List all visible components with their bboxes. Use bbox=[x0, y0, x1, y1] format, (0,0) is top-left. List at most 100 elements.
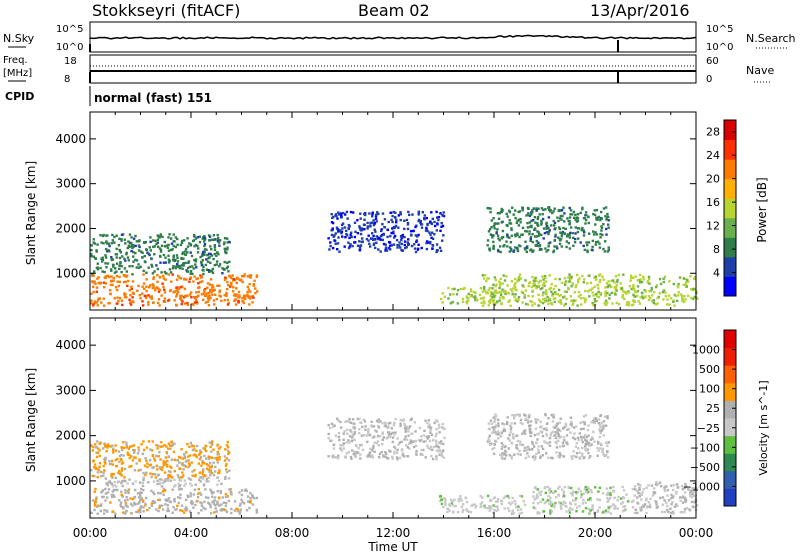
echo-cell bbox=[359, 217, 362, 220]
echo-cell bbox=[508, 210, 512, 214]
echo-cell bbox=[556, 247, 559, 250]
echo-cell bbox=[348, 225, 351, 228]
echo-cell bbox=[199, 456, 203, 459]
echo-cell bbox=[550, 283, 553, 286]
echo-cell bbox=[596, 292, 599, 295]
echo-cell bbox=[636, 511, 639, 515]
echo-cell bbox=[503, 445, 506, 449]
echo-cell bbox=[584, 218, 588, 222]
echo-cell bbox=[181, 252, 184, 256]
echo-cell bbox=[390, 244, 394, 247]
echo-cell bbox=[509, 246, 512, 249]
echo-cell bbox=[216, 238, 220, 241]
echo-cell bbox=[328, 426, 332, 430]
echo-cell bbox=[382, 242, 386, 246]
echo-cell bbox=[92, 460, 95, 463]
echo-cell bbox=[469, 510, 473, 514]
echo-cell bbox=[411, 213, 414, 216]
echo-cell bbox=[347, 246, 351, 250]
echo-cell bbox=[615, 280, 619, 283]
echo-cell bbox=[545, 250, 548, 253]
echo-cell bbox=[120, 233, 124, 236]
echo-cell bbox=[552, 414, 556, 417]
echo-cell bbox=[99, 441, 102, 444]
echo-cell bbox=[342, 442, 345, 445]
echo-cell bbox=[597, 442, 600, 445]
echo-cell bbox=[447, 503, 451, 506]
echo-cell bbox=[418, 426, 422, 430]
echo-cell bbox=[529, 428, 532, 431]
echo-cell bbox=[503, 457, 507, 460]
echo-cell bbox=[363, 218, 366, 221]
echo-cell bbox=[601, 427, 604, 430]
echo-cell bbox=[439, 297, 443, 301]
echo-cell bbox=[226, 298, 229, 302]
echo-cell bbox=[227, 477, 231, 480]
echo-cell bbox=[186, 442, 189, 446]
echo-cell bbox=[656, 505, 659, 508]
echo-cell bbox=[167, 474, 170, 477]
echo-cell bbox=[459, 495, 462, 498]
echo-cell bbox=[192, 445, 196, 448]
echo-cell bbox=[341, 222, 345, 225]
echo-cell bbox=[544, 247, 547, 250]
echo-cell bbox=[569, 492, 573, 495]
echo-cell bbox=[509, 431, 512, 434]
echo-cell bbox=[494, 278, 497, 282]
echo-cell bbox=[525, 246, 528, 249]
echo-cell bbox=[372, 444, 375, 448]
echo-cell bbox=[375, 419, 379, 423]
echo-cell bbox=[328, 248, 331, 251]
echo-cell bbox=[186, 301, 189, 305]
echo-cell bbox=[350, 231, 353, 234]
echo-cell bbox=[516, 508, 520, 512]
echo-cell bbox=[213, 246, 217, 249]
echo-cell bbox=[124, 293, 127, 296]
echo-cell bbox=[361, 240, 364, 243]
echo-cell bbox=[152, 276, 155, 279]
echo-cell bbox=[118, 264, 121, 267]
echo-cell bbox=[513, 417, 516, 420]
echo-cell bbox=[682, 283, 685, 286]
echo-cell bbox=[204, 496, 208, 499]
echo-cell bbox=[178, 461, 181, 464]
echo-cell bbox=[693, 494, 696, 498]
echo-cell bbox=[397, 443, 400, 446]
echo-cell bbox=[427, 435, 431, 438]
echo-cell bbox=[108, 275, 111, 279]
echo-cell bbox=[405, 444, 408, 447]
echo-cell bbox=[438, 246, 442, 249]
echo-cell bbox=[465, 300, 468, 303]
echo-cell bbox=[193, 235, 196, 238]
echo-cell bbox=[205, 258, 208, 261]
echo-cell bbox=[496, 508, 500, 511]
echo-cell bbox=[379, 238, 382, 241]
echo-cell bbox=[115, 485, 118, 488]
echo-cell bbox=[485, 292, 488, 295]
echo-cell bbox=[596, 509, 600, 512]
echo-cell bbox=[214, 465, 217, 469]
echo-cell bbox=[542, 510, 546, 513]
echo-cell bbox=[493, 289, 497, 293]
echo-cell bbox=[639, 278, 642, 281]
echo-cell bbox=[567, 485, 570, 489]
echo-cell bbox=[121, 255, 124, 258]
echo-cell bbox=[91, 445, 95, 449]
echo-cell bbox=[401, 448, 404, 451]
echo-cell bbox=[515, 506, 518, 509]
echo-cell bbox=[414, 225, 417, 229]
echo-cell bbox=[563, 212, 566, 215]
echo-cell bbox=[610, 285, 613, 289]
echo-cell bbox=[120, 299, 124, 302]
echo-cell bbox=[519, 244, 522, 248]
time-tick-label: 00:00 bbox=[73, 526, 108, 540]
echo-cell bbox=[384, 424, 387, 428]
echo-cell bbox=[655, 303, 658, 306]
echo-cell bbox=[511, 512, 515, 515]
echo-cell bbox=[138, 458, 141, 461]
echo-cell bbox=[97, 297, 100, 300]
echo-cell bbox=[656, 296, 659, 300]
echo-cell bbox=[616, 507, 620, 510]
echo-cell bbox=[125, 441, 128, 444]
echo-cell bbox=[104, 247, 108, 251]
